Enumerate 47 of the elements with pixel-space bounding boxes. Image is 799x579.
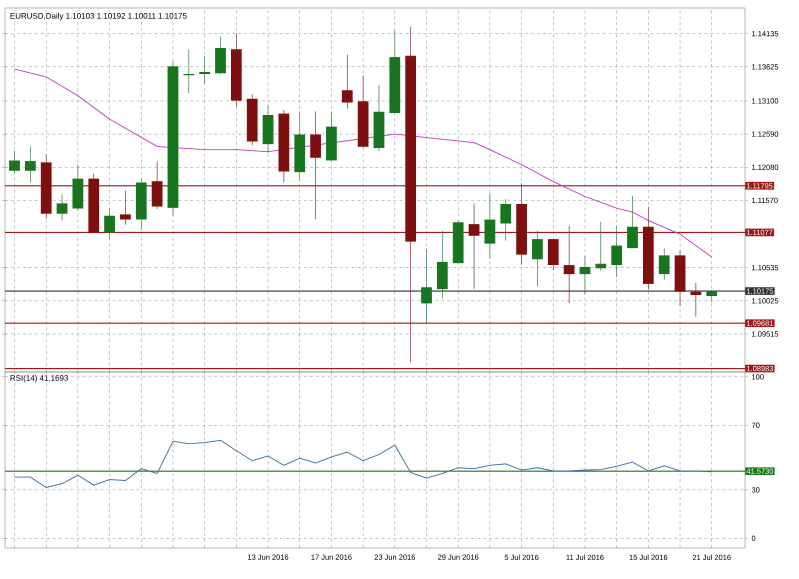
- candlestick: [580, 255, 590, 295]
- candlestick: [230, 33, 242, 108]
- candlestick: [658, 248, 670, 280]
- candlestick: [262, 104, 274, 154]
- candlestick: [468, 203, 480, 290]
- candlestick: [690, 282, 702, 318]
- candlestick: [452, 220, 464, 264]
- candlestick: [72, 164, 84, 212]
- candlestick: [278, 110, 290, 182]
- line-series: [14, 440, 712, 488]
- candlestick: [405, 26, 416, 363]
- candlestick: [564, 225, 574, 304]
- candlestick: [389, 30, 400, 113]
- candlestick: [152, 161, 162, 210]
- candlestick: [136, 178, 147, 231]
- candlestick: [595, 222, 606, 271]
- candlestick: [548, 239, 559, 270]
- candlestick: [120, 190, 131, 225]
- candlestick: [183, 49, 194, 94]
- candlestick: [436, 230, 448, 299]
- candlestick: [611, 225, 622, 278]
- candlestick: [168, 60, 178, 216]
- candlestick: [199, 56, 210, 84]
- candlestick: [104, 208, 115, 240]
- candlestick: [24, 146, 36, 182]
- candlestick: [421, 248, 432, 324]
- candlestick: [215, 36, 226, 75]
- candlestick: [706, 290, 718, 302]
- candlestick: [532, 230, 543, 286]
- line-series: [14, 68, 712, 258]
- candlestick: [88, 173, 100, 233]
- candlestick: [358, 75, 368, 148]
- candlestick: [642, 206, 654, 290]
- candlestick: [310, 111, 321, 220]
- candlestick: [294, 111, 306, 182]
- candlestick: [627, 196, 638, 248]
- candlestick: [674, 250, 686, 306]
- candlestick: [246, 94, 258, 146]
- candlestick: [56, 194, 68, 221]
- candlestick: [342, 54, 353, 110]
- candlestick: [374, 84, 384, 152]
- candlestick: [9, 150, 20, 174]
- candlestick: [516, 183, 527, 266]
- candlestick: [40, 154, 52, 219]
- candlestick: [484, 192, 496, 260]
- candlestick: [500, 198, 512, 241]
- candlestick: [326, 111, 337, 162]
